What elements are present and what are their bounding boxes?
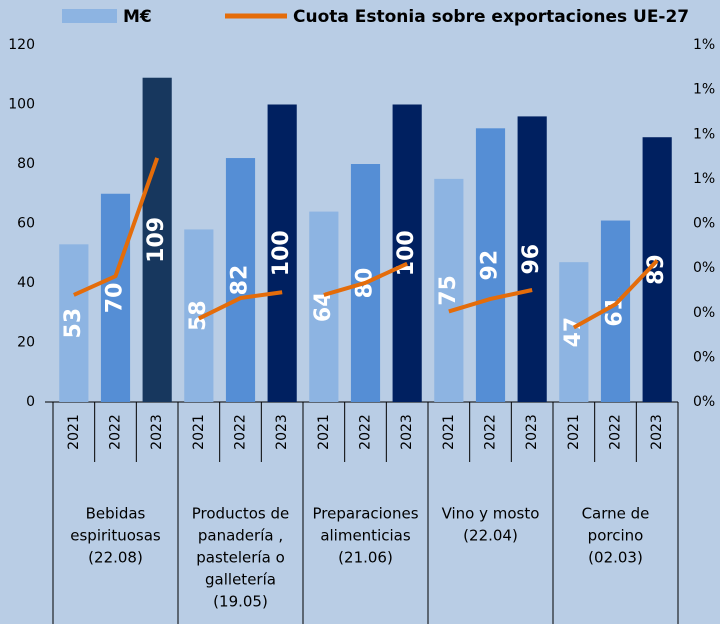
x-tick-label: 2021 xyxy=(441,414,457,450)
line-segment xyxy=(323,261,409,297)
group-label: (22.04) xyxy=(463,527,518,545)
y2-tick-label: 0% xyxy=(693,260,715,276)
bar xyxy=(517,116,547,403)
x-tick-label: 2022 xyxy=(233,414,249,450)
legend-label: M€ xyxy=(123,7,152,27)
line-segment xyxy=(572,259,659,330)
x-tick-label: 2023 xyxy=(149,414,165,450)
group-label: pastelería o xyxy=(196,549,285,567)
bar xyxy=(100,193,131,402)
y-tick-label: 100 xyxy=(8,97,35,113)
bar xyxy=(267,104,297,402)
group-label: (19.05) xyxy=(213,593,268,611)
x-tick-label: 2022 xyxy=(108,414,124,450)
group-label: (02.03) xyxy=(588,549,643,567)
x-tick-label: 2023 xyxy=(524,414,540,450)
group-label: alimenticias xyxy=(320,527,411,545)
data-label: 92 xyxy=(478,250,503,281)
data-label: 70 xyxy=(103,283,128,314)
bar xyxy=(225,158,256,402)
x-tick-label: 2023 xyxy=(649,414,665,450)
group-label: panadería , xyxy=(198,527,283,545)
group-label: espirituosas xyxy=(70,527,161,545)
group-label: galletería xyxy=(205,571,276,589)
y-tick-label: 80 xyxy=(17,156,35,172)
group-label: (22.08) xyxy=(88,549,143,567)
x-tick-label: 2021 xyxy=(566,414,582,450)
bar xyxy=(434,178,464,402)
y2-tick-label: 1% xyxy=(693,126,715,142)
group-label: Carne de xyxy=(582,505,650,523)
y-tick-label: 120 xyxy=(8,37,35,53)
line-segment xyxy=(448,288,533,314)
group-label: Vino y mosto xyxy=(442,505,540,523)
y-tick-label: 0 xyxy=(26,394,35,410)
y-tick-label: 40 xyxy=(17,275,35,291)
group-label: Bebidas xyxy=(86,505,146,523)
bar xyxy=(142,77,172,402)
line-segment xyxy=(73,157,160,297)
group-label: Preparaciones xyxy=(312,505,418,523)
data-label: 64 xyxy=(311,291,336,322)
bar xyxy=(59,244,89,402)
bar xyxy=(309,211,339,402)
y2-tick-label: 1% xyxy=(693,82,715,98)
x-tick-label: 2021 xyxy=(316,414,332,450)
x-tick-label: 2021 xyxy=(191,414,207,450)
data-label: 53 xyxy=(61,308,86,339)
group-label: porcino xyxy=(588,527,644,545)
bar xyxy=(559,262,589,402)
y2-tick-label: 1% xyxy=(693,171,715,187)
bar xyxy=(475,128,506,403)
legend-swatch xyxy=(62,9,117,23)
data-label: 96 xyxy=(519,244,544,275)
data-label: 82 xyxy=(228,265,253,296)
y2-tick-label: 0% xyxy=(693,305,715,321)
y2-tick-label: 0% xyxy=(693,349,715,365)
x-tick-label: 2023 xyxy=(399,414,415,450)
y-tick-label: 20 xyxy=(17,335,35,351)
y2-tick-label: 0% xyxy=(693,394,715,410)
data-label: 109 xyxy=(144,217,169,263)
x-tick-label: 2022 xyxy=(608,414,624,450)
data-label: 75 xyxy=(436,275,461,306)
x-tick-label: 2023 xyxy=(274,414,290,450)
y2-tick-label: 0% xyxy=(693,216,715,232)
x-tick-label: 2022 xyxy=(483,414,499,450)
bar xyxy=(392,104,422,402)
line-segment xyxy=(197,290,283,321)
data-label: 100 xyxy=(269,230,294,276)
y-tick-label: 60 xyxy=(17,216,35,232)
x-tick-label: 2021 xyxy=(66,414,82,450)
y2-tick-label: 1% xyxy=(693,37,715,53)
legend-label: Cuota Estonia sobre exportaciones UE-27 xyxy=(293,7,689,27)
x-tick-label: 2022 xyxy=(358,414,374,450)
group-label: Productos de xyxy=(192,505,289,523)
group-label: (21.06) xyxy=(338,549,393,567)
